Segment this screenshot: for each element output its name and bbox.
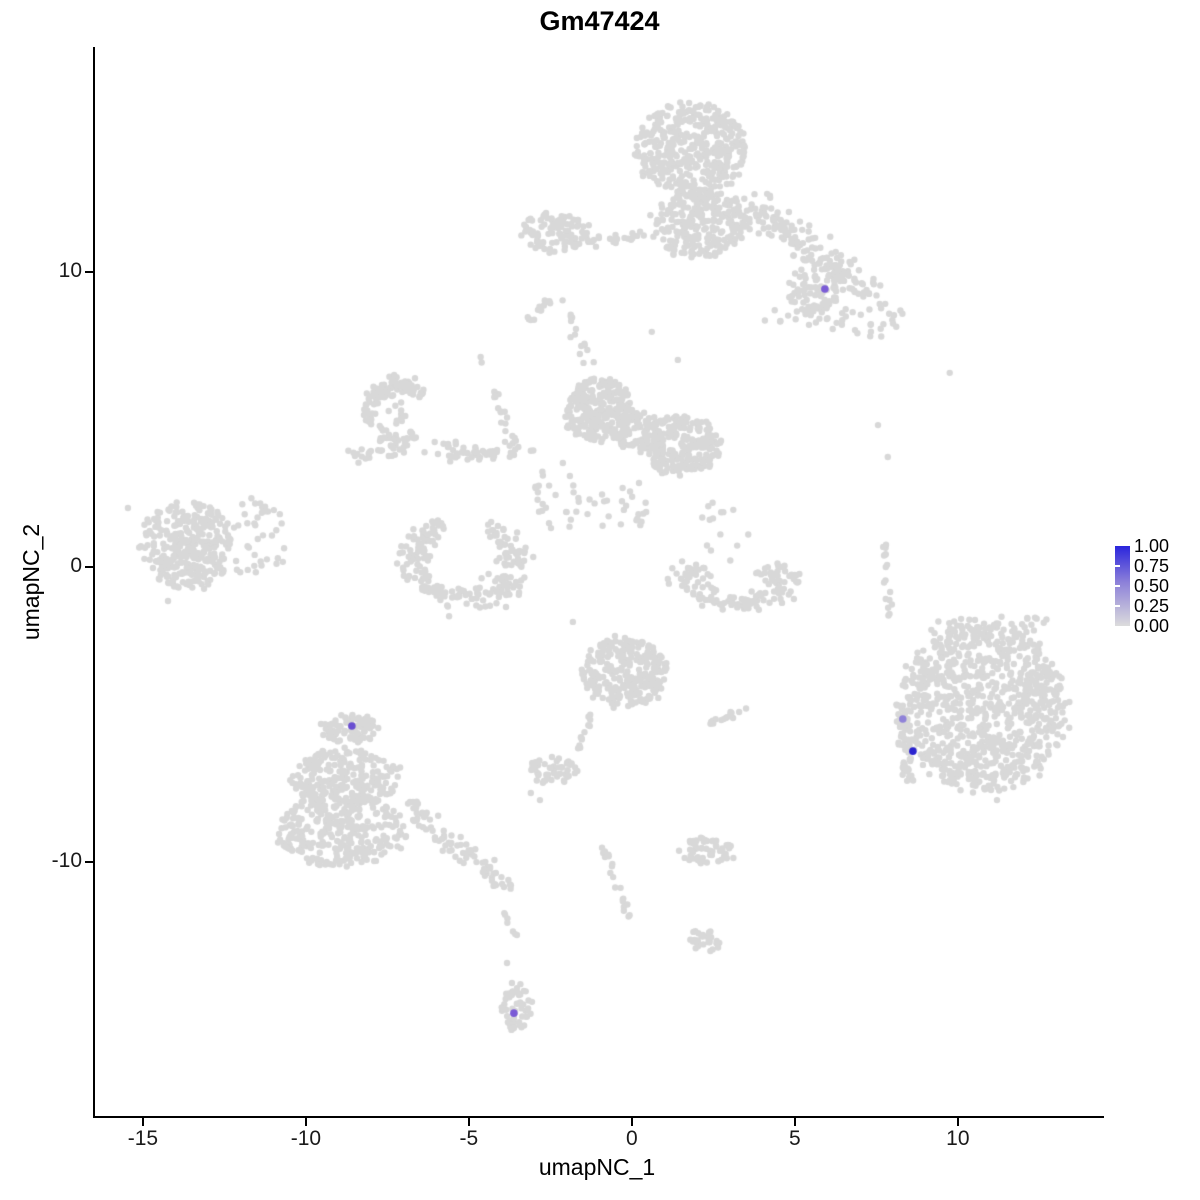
x-tick-label: 5 [789, 1127, 801, 1150]
colorbar-tick [1115, 585, 1120, 587]
colorbar-label: 1.00 [1134, 536, 1170, 556]
x-tick-mark [630, 1118, 633, 1126]
x-tick-label: -5 [459, 1127, 479, 1150]
colorbar-label: 0.00 [1134, 616, 1170, 636]
y-tick-label: -10 [51, 849, 82, 873]
x-tick-mark [141, 1118, 144, 1126]
colorbar-label: 0.75 [1134, 556, 1170, 576]
colorbar-tick [1115, 605, 1120, 607]
x-tick-mark [467, 1118, 470, 1126]
y-tick-mark [85, 861, 93, 864]
y-tick-label: 10 [58, 258, 82, 282]
y-tick-mark [85, 270, 93, 273]
colorbar-label: 0.50 [1134, 576, 1170, 596]
colorbar-label: 0.25 [1134, 596, 1170, 616]
x-axis-title: umapNC_1 [538, 1154, 656, 1180]
x-tick-label: -15 [127, 1127, 159, 1150]
x-tick-label: 10 [946, 1127, 970, 1150]
y-axis-title: umapNC_2 [18, 523, 44, 641]
colorbar-tick [1115, 565, 1120, 567]
x-tick-label: -10 [290, 1127, 322, 1150]
y-axis-line [93, 47, 95, 1118]
x-tick-label: 0 [626, 1127, 638, 1150]
y-tick-label: 0 [70, 554, 82, 577]
y-tick-mark [85, 566, 93, 568]
x-axis-line [93, 1116, 1104, 1118]
plot-title: Gm47424 [539, 6, 660, 36]
x-tick-mark [956, 1118, 959, 1126]
x-tick-mark [304, 1118, 307, 1126]
x-tick-mark [793, 1118, 796, 1126]
